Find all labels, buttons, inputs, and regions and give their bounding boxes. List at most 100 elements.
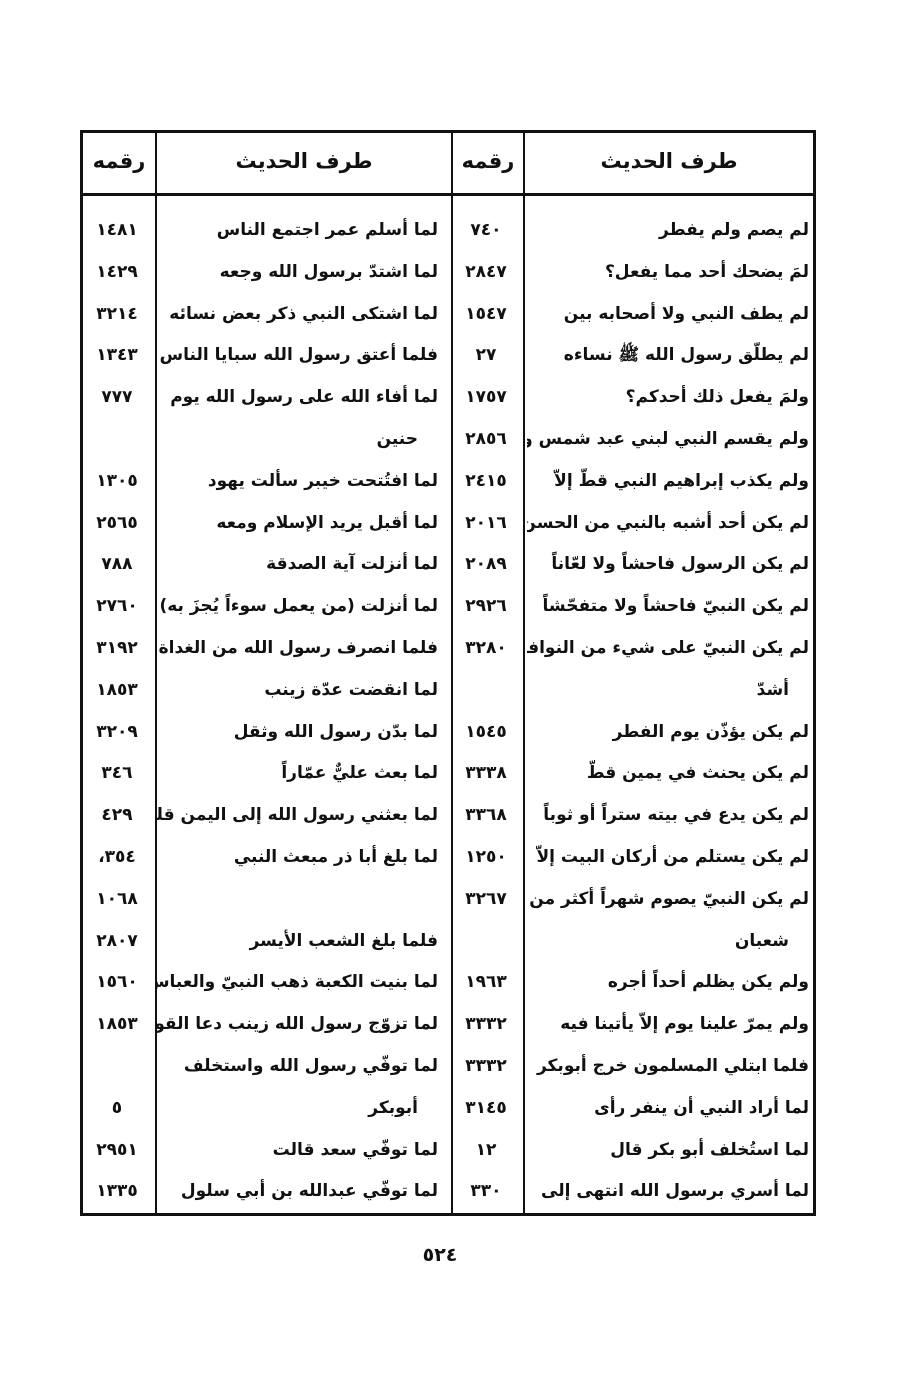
- hadith-text-1: لما أسري برسول الله انتهى إلى: [541, 1181, 809, 1202]
- hadith-number-2: ١٨٥٣: [96, 1014, 138, 1035]
- hadith-number-2: ٥: [111, 1097, 123, 1118]
- hadith-number-2: [80, 419, 154, 461]
- hadith-number-2: ٤٢٩: [101, 805, 133, 826]
- hadith-number-2: ١٤٨١: [96, 220, 138, 240]
- hadith-text-2: لما توفّي رسول الله واستخلف: [183, 1056, 438, 1076]
- hadith-text-1: ولم يكن يظلم أحداً أجره: [607, 972, 809, 993]
- hadith-number-2: ١٣٠٥: [96, 470, 138, 491]
- hadith-text-2: لما انقضت عدّة زينب: [264, 679, 438, 700]
- hadith-text-2: لما اشتدّ برسول الله وجعه: [219, 261, 438, 282]
- hadith-number-1: ٢٤١٥: [465, 470, 507, 491]
- hadith-number-2: ١٥٦٠: [96, 972, 138, 993]
- hadith-text-1: ولمَ يفعل ذلك أحدكم؟: [625, 387, 809, 408]
- column-divider: [155, 133, 157, 1213]
- hadith-text-2: لما بدّن رسول الله وثقل: [233, 721, 438, 742]
- hadith-number-1: ٣٣٠: [470, 1181, 502, 1202]
- hadith-text-2: حنين: [376, 429, 418, 449]
- hadith-text-1: ولم يقسم النبي لبني عبد شمس ولا: [527, 429, 809, 449]
- hadith-number-1: ٢٠٨٩: [465, 554, 507, 575]
- table-row: ولم يمرّ علينا يوم إلاّ يأتينا فيه ٣٣٣٢ لم…: [83, 1004, 813, 1046]
- header-number-1: رقمه: [461, 149, 515, 173]
- hadith-number-1: ٣١٤٥: [465, 1097, 507, 1118]
- hadith-text-2: لما أفاء الله على رسول الله يوم: [170, 387, 438, 408]
- hadith-number-2: ١٨٥٣: [96, 679, 138, 700]
- hadith-number-2: [80, 1046, 154, 1088]
- hadith-number-2: ١٠٦٨: [96, 888, 138, 909]
- table-row: ولم يكن يظلم أحداً أجره ١٩٦٣ لما بنيت الكع…: [83, 962, 813, 1004]
- hadith-text-2: أبوبكر: [368, 1097, 418, 1118]
- table-row: لما أراد النبي أن ينفر رأى ٣١٤٥ أبوبكر ٥: [83, 1088, 813, 1130]
- hadith-text-1: لم يطلّق رسول الله ﷺ نساءه: [563, 345, 809, 366]
- hadith-number-2: ٢٨٠٧: [96, 930, 138, 951]
- table-row: ولم يقسم النبي لبني عبد شمس ولا ٢٨٥٦ حنين: [83, 419, 813, 461]
- hadith-number-1: [450, 921, 522, 963]
- table-row: لم يكن يؤذّن يوم الفطر ١٥٤٥ لما بدّن رسول …: [83, 712, 813, 754]
- table-row: لمَ يضحك أحد مما يفعل؟ ٢٨٤٧ لما اشتدّ برسو…: [83, 252, 813, 294]
- hadith-text-2: لما أسلم عمر اجتمع الناس: [216, 220, 438, 240]
- hadith-number-1: ٣٣٣٢: [465, 1014, 507, 1035]
- hadith-text-2: فلما بلغ الشعب الأيسر: [249, 930, 438, 951]
- hadith-text-2: لما أنزلت آية الصدقة: [266, 554, 438, 575]
- table-row: لم يكن يحنث في يمين قطّ ٣٣٣٨ لما بعث عليٌّ…: [83, 753, 813, 795]
- table-row: لم يصم ولم يفطر ٧٤٠ لما أسلم عمر اجتمع الن…: [83, 210, 813, 252]
- column-divider: [451, 133, 453, 1213]
- hadith-text-2: لما أقبل يريد الإسلام ومعه: [216, 512, 438, 533]
- table-row: لم يكن يستلم من أركان البيت إلاّ ١٢٥٠ لما …: [83, 837, 813, 879]
- hadith-number-2: ٢٩٥١: [96, 1139, 138, 1160]
- hadith-text-1: لم يكن أحد أشبه بالنبي من الحسن: [527, 512, 809, 533]
- hadith-text-1: لم يكن يدع في بيته ستراً أو ثوباً: [543, 805, 809, 826]
- table-header: طرف الحديث رقمه طرف الحديث رقمه: [83, 133, 813, 196]
- table-row: لم يكن النبيّ يصوم شهراً أكثر من ٣٢٦٧ ١٠٦٨: [83, 879, 813, 921]
- hadith-text-2: لما اشتكى النبي ذكر بعض نسائه: [169, 303, 438, 324]
- hadith-text-1: لم يكن النبيّ فاحشاً ولا متفحّشاً: [542, 596, 809, 617]
- hadith-number-2: ١٤٢٩: [96, 261, 138, 282]
- hadith-number-1: ٢٩٢٦: [465, 596, 507, 617]
- hadith-text-1: لم يكن النبيّ على شيء من النوافل: [527, 638, 809, 658]
- hadith-number-1: ٣٣٣٨: [465, 763, 507, 784]
- hadith-text-1: لم يكن يحنث في يمين قطّ: [586, 763, 809, 784]
- hadith-number-1: ٧٤٠: [470, 220, 502, 240]
- hadith-text-2: لما افتُتحت خيبر سألت يهود: [207, 470, 438, 491]
- table-row: ولم يكذب إبراهيم النبي قطّ إلاّ ٢٤١٥ لما ا…: [83, 461, 813, 503]
- table-row: ولمَ يفعل ذلك أحدكم؟ ١٧٥٧ لما أفاء الله عل…: [83, 377, 813, 419]
- table-row: لم يطلّق رسول الله ﷺ نساءه ٢٧ فلما أعتق رس…: [83, 335, 813, 377]
- hadith-text-1: فلما ابتلي المسلمون خرج أبوبكر: [536, 1056, 809, 1076]
- hadith-text-2: لما توفّي سعد قالت: [272, 1139, 438, 1160]
- hadith-number-2: ٢٧٦٠: [96, 596, 138, 617]
- hadith-text-2: لما بعث عليٌّ عمّاراً: [281, 763, 438, 784]
- hadith-text-2: فلما أعتق رسول الله سبايا الناس: [159, 345, 438, 366]
- column-divider: [523, 133, 525, 1213]
- hadith-number-1: ١٥٤٥: [465, 721, 507, 742]
- hadith-number-2: ٧٨٨: [101, 554, 133, 575]
- hadith-number-1: ٢٨٥٦: [465, 429, 507, 449]
- hadith-number-2: ٣٢١٤: [96, 303, 138, 324]
- hadith-number-1: ٣٢٦٧: [465, 888, 507, 909]
- hadith-text-2: لما بنيت الكعبة ذهب النبيّ والعباس: [156, 972, 438, 993]
- hadith-text-1: لم يكن النبيّ يصوم شهراً أكثر من: [529, 888, 809, 909]
- hadith-text-1: أشدّ: [756, 679, 789, 700]
- hadith-number-1: ١٢: [475, 1139, 497, 1160]
- hadith-number-1: ٣٣٦٨: [465, 805, 507, 826]
- hadith-number-1: ٢٨٤٧: [465, 261, 507, 282]
- hadith-text-1: ولم يمرّ علينا يوم إلاّ يأتينا فيه: [560, 1014, 809, 1035]
- hadith-text-2: لما تزوّج رسول الله زينب دعا القوم: [156, 1014, 438, 1035]
- table-row: لم يكن يدع في بيته ستراً أو ثوباً ٣٣٦٨ لما…: [83, 795, 813, 837]
- table-row: لما استُخلف أبو بكر قال ١٢ لما توفّي سعد ق…: [83, 1130, 813, 1172]
- hadith-text-2: لما أنزلت (من يعمل سوءاً يُجزَ به): [159, 596, 438, 617]
- table-row: لم يكن النبيّ على شيء من النوافل ٣٢٨٠ فلما…: [83, 628, 813, 670]
- hadith-number-2: ٢٥٦٥: [96, 512, 138, 533]
- hadith-number-1: ٣٣٣٢: [465, 1056, 507, 1076]
- header-number-2: رقمه: [92, 149, 146, 173]
- table-row: أشدّ لما انقضت عدّة زينب ١٨٥٣: [83, 670, 813, 712]
- hadith-number-2: ١٣٣٥: [96, 1181, 138, 1202]
- hadith-text-1: لما أراد النبي أن ينفر رأى: [594, 1097, 809, 1118]
- table-row: لم يكن الرسول فاحشاً ولا لعّاناً ٢٠٨٩ لما …: [83, 544, 813, 586]
- hadith-number-1: ٣٢٨٠: [465, 638, 507, 658]
- hadith-text-2: [156, 879, 438, 921]
- hadith-text-2: فلما انصرف رسول الله من الغداة: [158, 638, 438, 658]
- hadith-number-1: [450, 670, 522, 712]
- table-row: فلما ابتلي المسلمون خرج أبوبكر ٣٣٣٢ لما تو…: [83, 1046, 813, 1088]
- hadith-number-1: ٢٧: [475, 345, 497, 366]
- hadith-text-1: لم يكن الرسول فاحشاً ولا لعّاناً: [551, 554, 809, 575]
- hadith-text-2: لما بعثني رسول الله إلى اليمن قلت: [156, 805, 438, 826]
